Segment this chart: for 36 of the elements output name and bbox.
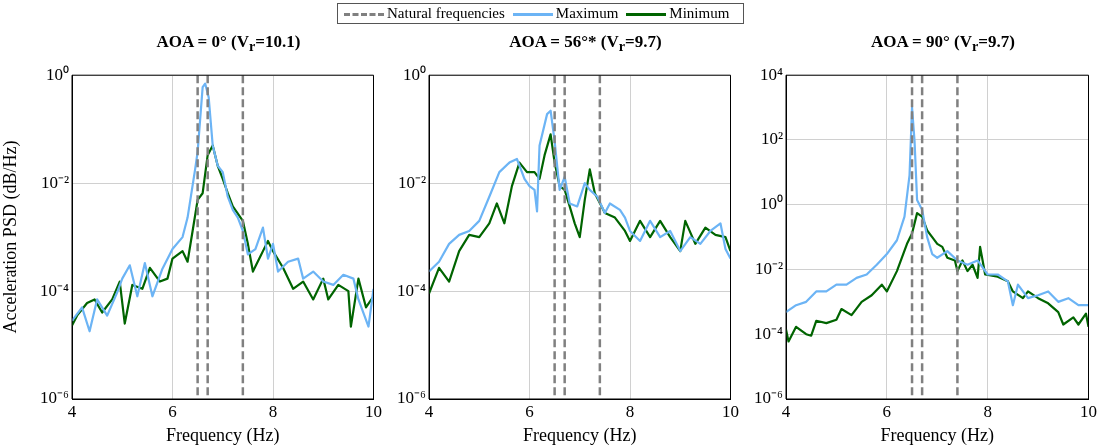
y-tick-label: 10⁰: [403, 64, 426, 84]
y-tick-label: 10⁻²: [40, 172, 69, 192]
y-tick-label: 10⁻²: [397, 172, 426, 192]
y-tick-label: 10⁰: [760, 194, 783, 214]
legend-label: Natural frequencies: [387, 5, 505, 21]
x-tick-label: 4: [424, 401, 434, 421]
chart-title: AOA = 56°* (V$_{r}$=9.7): [508, 32, 663, 56]
x-axis-title: Frequency (Hz): [880, 424, 994, 446]
x-tick-label: 4: [781, 401, 791, 421]
y-tick-label: 10²: [760, 129, 783, 149]
y-tick-label: 10⁻⁶: [40, 388, 70, 408]
y-tick-label: 10⁻⁶: [754, 388, 784, 408]
y-axis-title: Acceleration PSD (dB/Hz): [0, 140, 21, 334]
x-tick-label: 10: [365, 401, 382, 421]
x-tick-label: 10: [1080, 401, 1097, 421]
x-tick-label: 8: [268, 401, 278, 421]
chart-title: AOA = 0° (V$_{r}$=10.1): [155, 32, 302, 56]
y-tick-label: 10⁻⁴: [754, 323, 784, 343]
y-tick-label: 10⁴: [760, 64, 784, 84]
x-axis-title: Frequency (Hz): [523, 424, 637, 446]
x-axis-title: Frequency (Hz): [166, 424, 280, 446]
x-tick-label: 8: [983, 401, 992, 421]
legend-label: Minimum: [669, 5, 730, 21]
y-tick-label: 10⁰: [46, 64, 69, 84]
x-tick-label: 10: [722, 401, 739, 421]
legend-label: Maximum: [555, 5, 619, 21]
y-tick-label: 10⁻⁶: [397, 388, 427, 408]
chart-title: AOA = 90° (V$_{r}$=9.7): [870, 32, 1016, 56]
x-tick-label: 6: [525, 401, 534, 421]
x-tick-label: 6: [882, 401, 892, 421]
y-tick-label: 10⁻⁴: [397, 280, 427, 300]
y-tick-label: 10⁻⁴: [40, 280, 70, 300]
y-tick-label: 10⁻²: [754, 258, 783, 278]
x-tick-label: 4: [67, 401, 77, 421]
x-tick-label: 8: [625, 401, 635, 421]
x-tick-label: 6: [168, 401, 177, 421]
